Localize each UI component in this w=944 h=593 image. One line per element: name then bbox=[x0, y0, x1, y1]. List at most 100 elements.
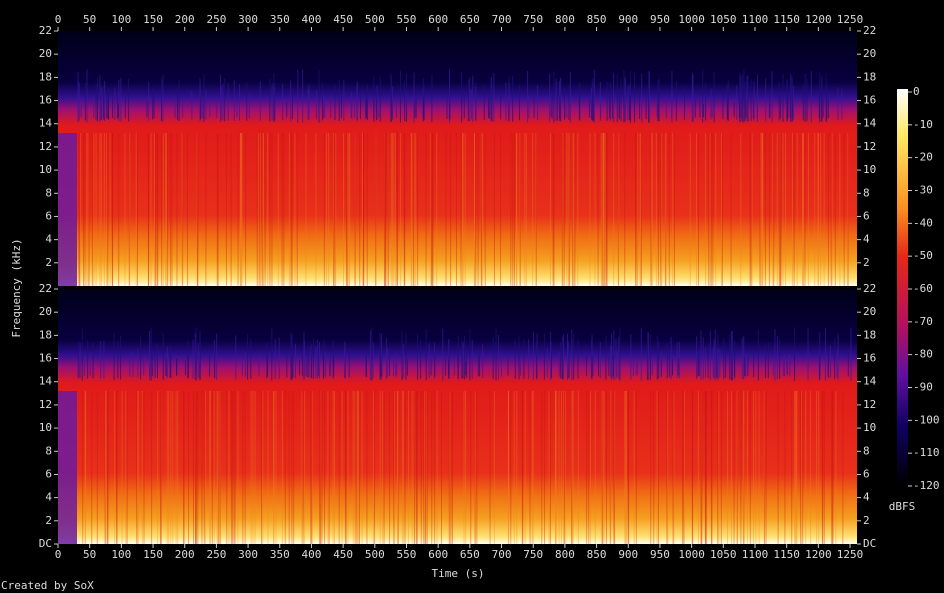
y-tick-label: 6 bbox=[863, 209, 870, 222]
x-tick-label: 1050 bbox=[710, 13, 737, 26]
x-tick-label: 1200 bbox=[805, 548, 832, 561]
x-tick-label: 500 bbox=[365, 13, 385, 26]
y-tick-label: 4 bbox=[45, 233, 52, 246]
y-tick-label: 8 bbox=[863, 444, 870, 457]
y-tick-label: 18 bbox=[863, 70, 876, 83]
x-tick-label: 350 bbox=[270, 13, 290, 26]
spectrogram bbox=[58, 289, 857, 544]
colorbar bbox=[897, 89, 908, 486]
colorbar-tick-label: -100 bbox=[913, 413, 940, 426]
y-tick-label: 2 bbox=[863, 514, 870, 527]
y-tick-label: 10 bbox=[39, 163, 52, 176]
x-tick-label: 50 bbox=[83, 548, 96, 561]
x-tick-label: 850 bbox=[587, 548, 607, 561]
colorbar-tick-label: -20 bbox=[913, 151, 933, 164]
colorbar-title: dBFS bbox=[889, 500, 916, 513]
y-tick-label: 6 bbox=[45, 467, 52, 480]
intro-band bbox=[58, 133, 77, 286]
x-tick-label: 0 bbox=[55, 548, 62, 561]
y-tick-label: 12 bbox=[863, 398, 876, 411]
x-tick-label: 1000 bbox=[678, 548, 705, 561]
x-tick-label: 800 bbox=[555, 13, 575, 26]
y-tick-label: 8 bbox=[45, 444, 52, 457]
colorbar-tick-label: -40 bbox=[913, 216, 933, 229]
y-tick-label: 20 bbox=[39, 47, 52, 60]
x-tick-label: 1150 bbox=[773, 548, 800, 561]
x-tick-label: 1250 bbox=[837, 13, 864, 26]
colorbar-tick-label: -70 bbox=[913, 315, 933, 328]
y-tick-label: 4 bbox=[45, 491, 52, 504]
y-tick-label: 2 bbox=[45, 514, 52, 527]
x-tick-label: 950 bbox=[650, 13, 670, 26]
x-tick-label: 900 bbox=[618, 548, 638, 561]
y-tick-label: 20 bbox=[863, 47, 876, 60]
x-tick-label: 600 bbox=[428, 548, 448, 561]
y-tick-label: 2 bbox=[863, 256, 870, 269]
y-tick-label: 12 bbox=[39, 398, 52, 411]
y-tick-label: 18 bbox=[39, 70, 52, 83]
y-tick-label: 18 bbox=[39, 328, 52, 341]
footer: Created by SoX bbox=[1, 579, 94, 592]
x-tick-label: 50 bbox=[83, 13, 96, 26]
x-tick-label: 200 bbox=[175, 13, 195, 26]
y-tick-label: 10 bbox=[863, 421, 876, 434]
x-tick-label: 100 bbox=[111, 548, 131, 561]
y-tick-label: 22 bbox=[863, 24, 876, 37]
x-tick-label: 450 bbox=[333, 548, 353, 561]
y-tick-label: 14 bbox=[39, 117, 53, 130]
y-tick-label: DC bbox=[863, 537, 876, 550]
colorbar-tick-label: -60 bbox=[913, 282, 933, 295]
intro-band bbox=[58, 391, 77, 544]
colorbar-tick-label: -50 bbox=[913, 249, 933, 262]
x-tick-label: 200 bbox=[175, 548, 195, 561]
y-axis-title: Frequency (kHz) bbox=[10, 238, 23, 337]
y-tick-label: 8 bbox=[45, 186, 52, 199]
y-tick-label: DC bbox=[39, 537, 52, 550]
x-tick-label: 400 bbox=[302, 548, 322, 561]
x-tick-label: 700 bbox=[492, 13, 512, 26]
y-tick-label: 2 bbox=[45, 256, 52, 269]
x-tick-label: 1000 bbox=[678, 13, 705, 26]
y-tick-label: 16 bbox=[39, 352, 52, 365]
spectrogram bbox=[58, 31, 857, 286]
y-tick-label: 22 bbox=[39, 282, 52, 295]
y-tick-label: 16 bbox=[39, 94, 52, 107]
x-tick-label: 300 bbox=[238, 13, 258, 26]
y-tick-label: 14 bbox=[863, 117, 877, 130]
x-tick-label: 500 bbox=[365, 548, 385, 561]
y-tick-label: 6 bbox=[863, 467, 870, 480]
y-tick-label: 10 bbox=[39, 421, 52, 434]
y-tick-label: 20 bbox=[39, 305, 52, 318]
colorbar-tick-label: -30 bbox=[913, 184, 933, 197]
x-tick-label: 600 bbox=[428, 13, 448, 26]
x-tick-label: 250 bbox=[206, 548, 226, 561]
x-tick-label: 1150 bbox=[773, 13, 800, 26]
colorbar-tick-label: -80 bbox=[913, 348, 933, 361]
y-tick-label: 18 bbox=[863, 328, 876, 341]
x-axis-title: Time (s) bbox=[432, 567, 485, 580]
x-tick-label: 550 bbox=[397, 548, 417, 561]
y-tick-label: 12 bbox=[39, 140, 52, 153]
x-tick-label: 450 bbox=[333, 13, 353, 26]
x-tick-label: 750 bbox=[523, 548, 543, 561]
y-tick-label: 22 bbox=[863, 282, 876, 295]
y-tick-label: 22 bbox=[39, 24, 52, 37]
x-tick-label: 650 bbox=[460, 548, 480, 561]
colorbar-tick-label: 0 bbox=[913, 85, 920, 98]
x-tick-label: 850 bbox=[587, 13, 607, 26]
y-tick-label: 8 bbox=[863, 186, 870, 199]
y-tick-label: 16 bbox=[863, 94, 876, 107]
x-tick-label: 550 bbox=[397, 13, 417, 26]
x-tick-label: 800 bbox=[555, 548, 575, 561]
x-tick-label: 650 bbox=[460, 13, 480, 26]
y-tick-label: 12 bbox=[863, 140, 876, 153]
y-tick-label: 14 bbox=[39, 375, 53, 388]
y-tick-label: 4 bbox=[863, 491, 870, 504]
y-tick-label: 16 bbox=[863, 352, 876, 365]
x-tick-label: 1100 bbox=[742, 548, 769, 561]
x-tick-label: 400 bbox=[302, 13, 322, 26]
x-tick-label: 0 bbox=[55, 13, 62, 26]
y-tick-label: 14 bbox=[863, 375, 877, 388]
x-tick-label: 950 bbox=[650, 548, 670, 561]
